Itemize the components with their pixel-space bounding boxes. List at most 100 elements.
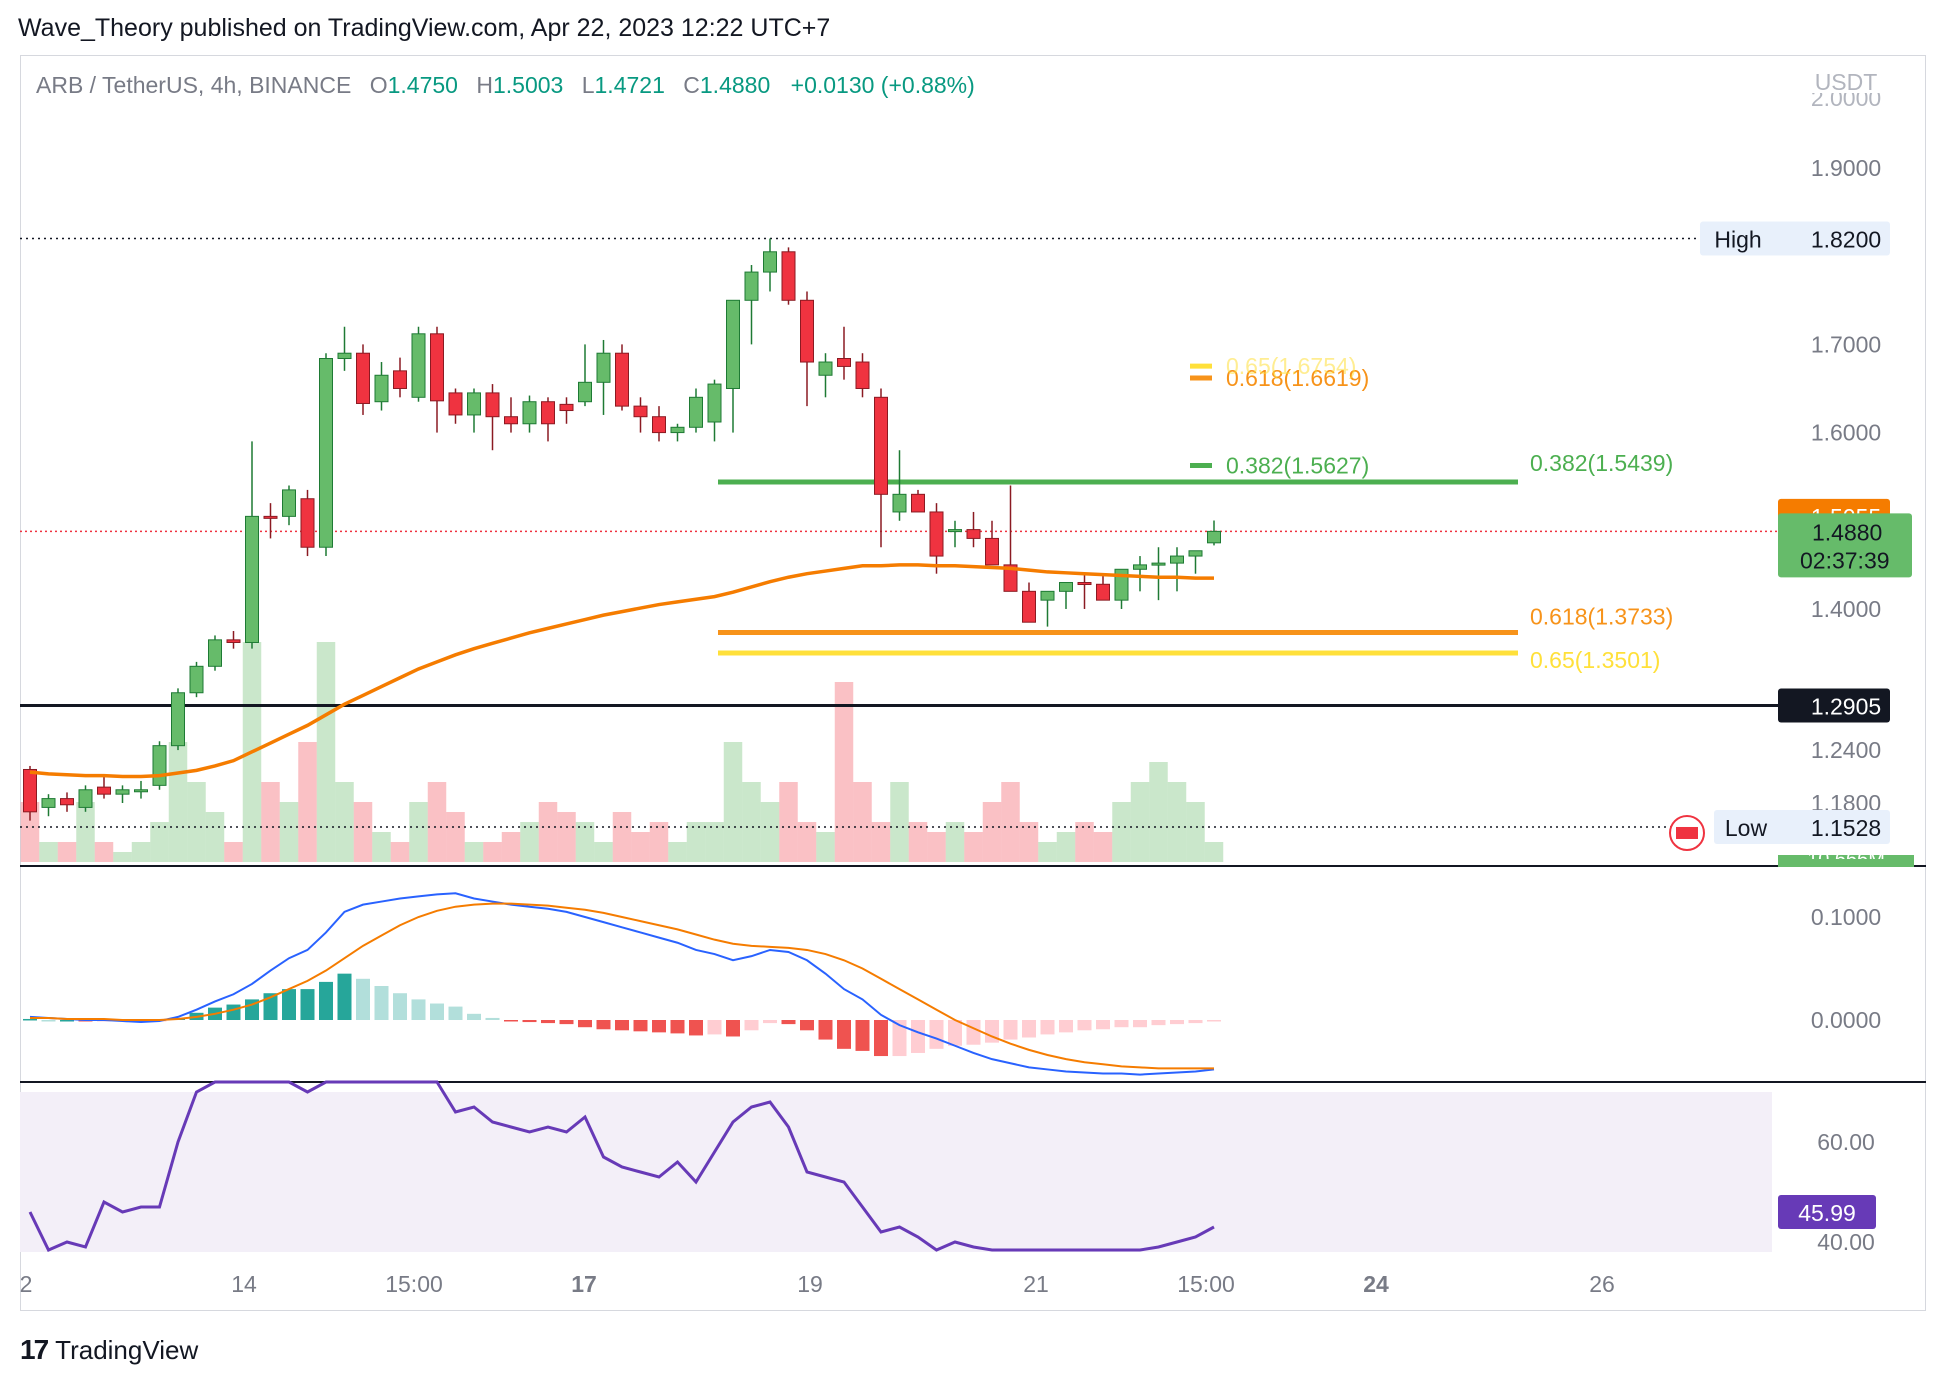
- macd-histogram-bar: [430, 1003, 444, 1020]
- candle-body: [652, 416, 666, 434]
- symbol-label[interactable]: ARB / TetherUS, 4h, BINANCE: [36, 72, 352, 98]
- candle-body: [966, 529, 981, 539]
- price-tick-label: 1.9000: [1811, 155, 1881, 181]
- volume-bar: [816, 832, 835, 862]
- macd-histogram-bar: [356, 978, 370, 1020]
- macd-histogram-bar: [559, 1020, 574, 1025]
- fib-projection-label: 0.618(1.6619): [1226, 365, 1369, 391]
- volume-bar: [594, 842, 613, 862]
- candle-body: [134, 789, 148, 793]
- volume-bar: [538, 802, 558, 862]
- volume-bar: [631, 832, 650, 862]
- volume-bar: [1001, 782, 1020, 862]
- time-tick-label: 15:00: [385, 1271, 443, 1297]
- volume-bar: [150, 822, 169, 862]
- tradingview-logo-icon[interactable]: 17: [20, 1334, 49, 1365]
- candle-body: [892, 493, 907, 513]
- volume-bar: [298, 742, 317, 862]
- macd-histogram-bar: [948, 1020, 962, 1046]
- volume-bar: [649, 822, 669, 862]
- volume-bar: [409, 802, 428, 862]
- volume-bar: [520, 822, 539, 862]
- volume-bar: [575, 822, 595, 862]
- candle-body: [411, 333, 426, 398]
- macd-histogram-bar: [1133, 1020, 1147, 1028]
- macd-histogram-bar: [670, 1020, 685, 1034]
- macd-histogram-bar: [874, 1020, 888, 1057]
- volume-bar: [853, 782, 872, 862]
- fib-retracement-label: 0.65(1.3501): [1530, 647, 1660, 673]
- candle-body: [744, 271, 759, 301]
- volume-bar: [945, 822, 965, 862]
- footer-brand[interactable]: TradingView: [55, 1334, 199, 1365]
- volume-bar: [187, 782, 206, 862]
- macd-histogram-bar: [652, 1020, 666, 1033]
- fib-projection-label: 0.382(1.5627): [1226, 452, 1369, 478]
- time-tick-label: 19: [797, 1271, 823, 1297]
- fib-retracement-label: 0.618(1.3733): [1530, 604, 1673, 630]
- macd-histogram-bar: [23, 1018, 37, 1021]
- volume-bar: [205, 812, 225, 862]
- candle-body: [1151, 562, 1166, 566]
- volume-bar: [908, 822, 928, 862]
- volume-bar: [686, 822, 706, 862]
- macd-histogram-bar: [744, 1020, 759, 1031]
- macd-histogram-bar: [1170, 1020, 1184, 1025]
- price-tick-label: 1.2400: [1811, 737, 1881, 763]
- candle-body: [467, 392, 481, 416]
- price-tick-label: 1.7000: [1811, 331, 1881, 357]
- volume-bar: [57, 842, 77, 862]
- candle-body: [707, 383, 722, 423]
- volume-bar: [612, 812, 632, 862]
- macd-histogram-bar: [485, 1017, 500, 1020]
- macd-histogram-bar: [1059, 1020, 1073, 1033]
- volume-bar: [261, 782, 280, 862]
- rsi-band: [20, 1092, 1772, 1252]
- volume-bar: [668, 842, 687, 862]
- candle-body: [97, 786, 111, 795]
- volume-bar: [742, 782, 761, 862]
- macd-histogram-bar: [1188, 1020, 1203, 1024]
- candle-body: [1059, 582, 1073, 592]
- time-tick-label: 24: [1363, 1271, 1389, 1297]
- volume-bar: [982, 802, 1002, 862]
- volume-bar: [279, 802, 299, 862]
- volume-bar: [168, 742, 188, 862]
- fib-projection-label: 0.65(1.6754): [1226, 353, 1356, 379]
- volume-bar: [1204, 842, 1224, 862]
- candle-body: [559, 403, 574, 412]
- macd-histogram-bar: [411, 999, 426, 1020]
- candle-body: [763, 251, 777, 273]
- volume-bar: [890, 782, 909, 862]
- macd-histogram-bar: [226, 1004, 241, 1020]
- macd-histogram-bar: [1207, 1020, 1221, 1022]
- time-tick-label: 21: [1023, 1271, 1049, 1297]
- macd-histogram-bar: [966, 1020, 981, 1045]
- macd-histogram-bar: [596, 1020, 611, 1030]
- candle-body: [726, 299, 740, 389]
- macd-histogram-bar: [911, 1020, 925, 1053]
- chart-frame[interactable]: [20, 55, 1926, 1311]
- footer: 17 TradingView: [20, 1334, 198, 1366]
- volume-bar: [871, 822, 891, 862]
- candle-body: [504, 416, 518, 425]
- time-tick-label: 15:00: [1177, 1271, 1235, 1297]
- volume-bar: [1075, 822, 1094, 862]
- volume-bar: [76, 802, 95, 862]
- macd-histogram-bar: [41, 1020, 56, 1022]
- volume-bar: [705, 822, 724, 862]
- candle-body: [985, 537, 999, 566]
- candle-body: [1096, 583, 1110, 601]
- volume-bar: [723, 742, 743, 862]
- macd-histogram-bar: [855, 1020, 870, 1051]
- volume-bar: [964, 832, 983, 862]
- volume-bar: [797, 822, 817, 862]
- fib-retracement-label: 0.382(1.5439): [1530, 450, 1673, 476]
- macd-histogram-bar: [578, 1020, 592, 1028]
- macd-histogram-bar: [1096, 1020, 1110, 1030]
- macd-histogram-bar: [837, 1020, 851, 1049]
- macd-histogram-bar: [1040, 1020, 1055, 1035]
- volume-readout-bg: [1778, 855, 1914, 867]
- rsi-line: [28, 1080, 1215, 1252]
